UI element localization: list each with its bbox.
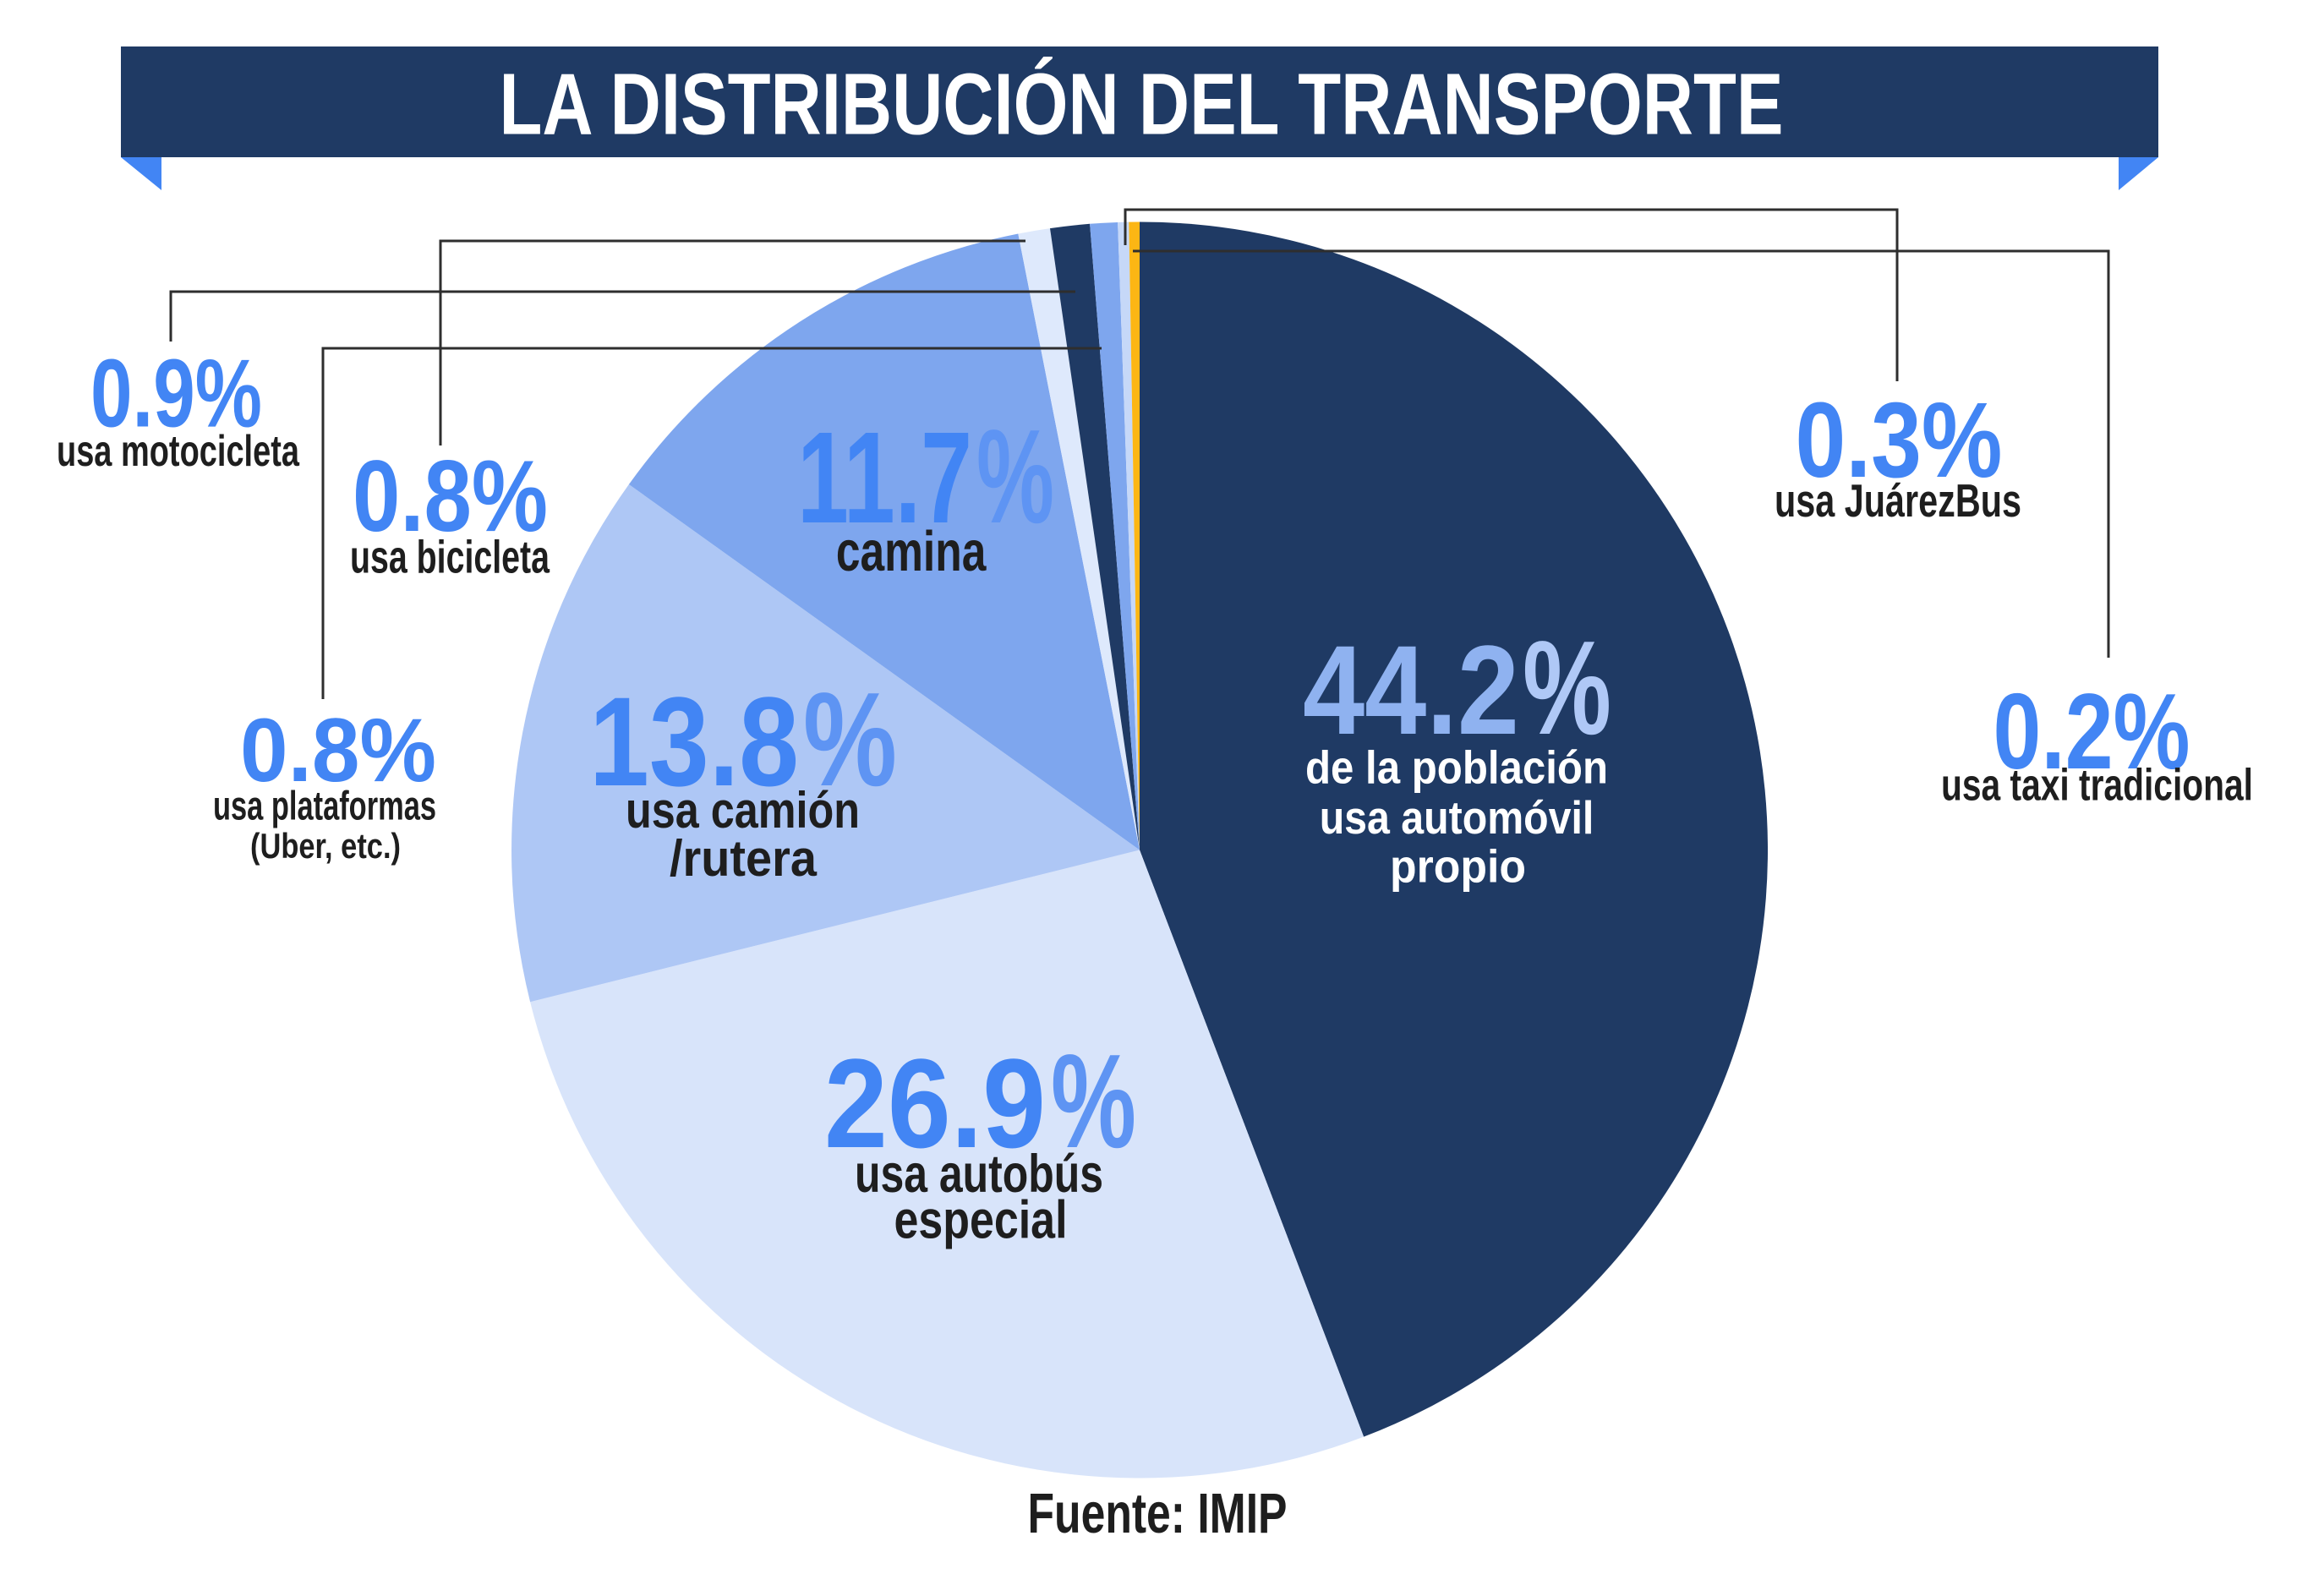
svg-text:de la población: de la población xyxy=(1305,741,1608,794)
svg-text:usa autobús: usa autobús xyxy=(855,1145,1103,1204)
svg-text:0.8%: 0.8% xyxy=(353,440,548,553)
svg-text:usa motocicleta: usa motocicleta xyxy=(57,427,300,476)
svg-text:%: % xyxy=(1051,1027,1136,1176)
svg-text:Fuente: IMIP: Fuente: IMIP xyxy=(1028,1482,1288,1545)
svg-text:0.8%: 0.8% xyxy=(240,699,436,801)
svg-text:propio: propio xyxy=(1390,840,1526,893)
svg-text:11.7: 11.7 xyxy=(797,405,972,550)
svg-text:%: % xyxy=(1523,614,1611,762)
svg-text:0.2%: 0.2% xyxy=(1993,671,2190,791)
svg-text:usa automóvil: usa automóvil xyxy=(1320,791,1594,844)
svg-text:%: % xyxy=(976,402,1054,551)
svg-text:(Uber, etc.): (Uber, etc.) xyxy=(250,826,401,866)
svg-text:/rutera: /rutera xyxy=(670,830,818,887)
svg-text:usa camión: usa camión xyxy=(626,782,860,839)
svg-text:camina: camina xyxy=(836,520,987,583)
svg-text:26.9: 26.9 xyxy=(824,1032,1046,1174)
svg-text:usa taxi tradicional: usa taxi tradicional xyxy=(1941,761,2253,811)
svg-text:0.3%: 0.3% xyxy=(1796,380,2003,500)
svg-text:13.8: 13.8 xyxy=(589,670,799,812)
svg-text:usa JuárezBus: usa JuárezBus xyxy=(1775,474,2021,527)
svg-text:%: % xyxy=(803,665,897,814)
svg-text:44.2: 44.2 xyxy=(1303,619,1519,761)
svg-text:usa plataformas: usa plataformas xyxy=(213,784,436,829)
svg-text:especial: especial xyxy=(894,1191,1068,1250)
svg-text:0.9%: 0.9% xyxy=(90,341,262,448)
svg-text:LA DISTRIBUCIÓN DEL TRANSPORTE: LA DISTRIBUCIÓN DEL TRANSPORTE xyxy=(500,56,1784,153)
svg-text:usa bicicleta: usa bicicleta xyxy=(350,531,550,583)
